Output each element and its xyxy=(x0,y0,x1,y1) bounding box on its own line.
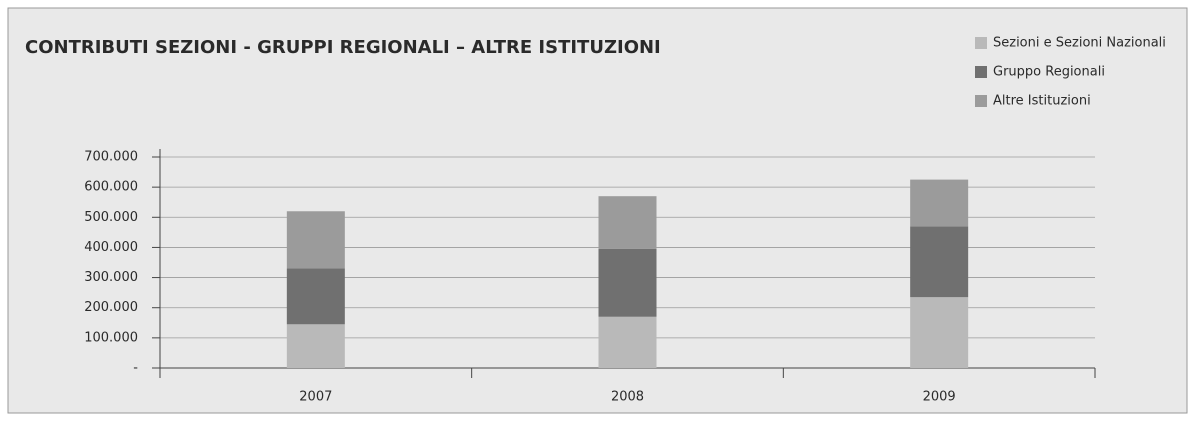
y-tick-label: 300.000 xyxy=(84,270,138,285)
bar-segment xyxy=(910,179,969,227)
bar-segment xyxy=(286,324,345,368)
y-tick-label: 500.000 xyxy=(84,210,138,225)
bar-segment xyxy=(910,226,969,298)
y-tick-label: - xyxy=(133,361,138,376)
y-tick-label: 700.000 xyxy=(84,150,138,165)
chart-background xyxy=(7,7,1188,414)
y-tick-label: 200.000 xyxy=(84,300,138,315)
legend-swatch xyxy=(975,66,987,78)
bar-segment xyxy=(598,316,657,368)
legend-swatch xyxy=(975,37,987,49)
bar-segment xyxy=(910,297,969,368)
bar-segment xyxy=(598,248,657,317)
bar-segment xyxy=(286,268,345,325)
x-tick-label: 2007 xyxy=(299,390,332,405)
chart-title: CONTRIBUTI SEZIONI - GRUPPI REGIONALI – … xyxy=(25,37,661,58)
legend-label: Sezioni e Sezioni Nazionali xyxy=(993,36,1166,51)
x-tick-label: 2009 xyxy=(923,390,956,405)
legend-label: Altre Istituzioni xyxy=(993,94,1091,109)
bar-segment xyxy=(286,211,345,269)
legend-label: Gruppo Regionali xyxy=(993,65,1105,80)
y-tick-label: 600.000 xyxy=(84,180,138,195)
y-tick-label: 400.000 xyxy=(84,240,138,255)
x-tick-label: 2008 xyxy=(611,390,644,405)
y-tick-label: 100.000 xyxy=(84,330,138,345)
legend-swatch xyxy=(975,95,987,107)
bar-segment xyxy=(598,196,657,249)
